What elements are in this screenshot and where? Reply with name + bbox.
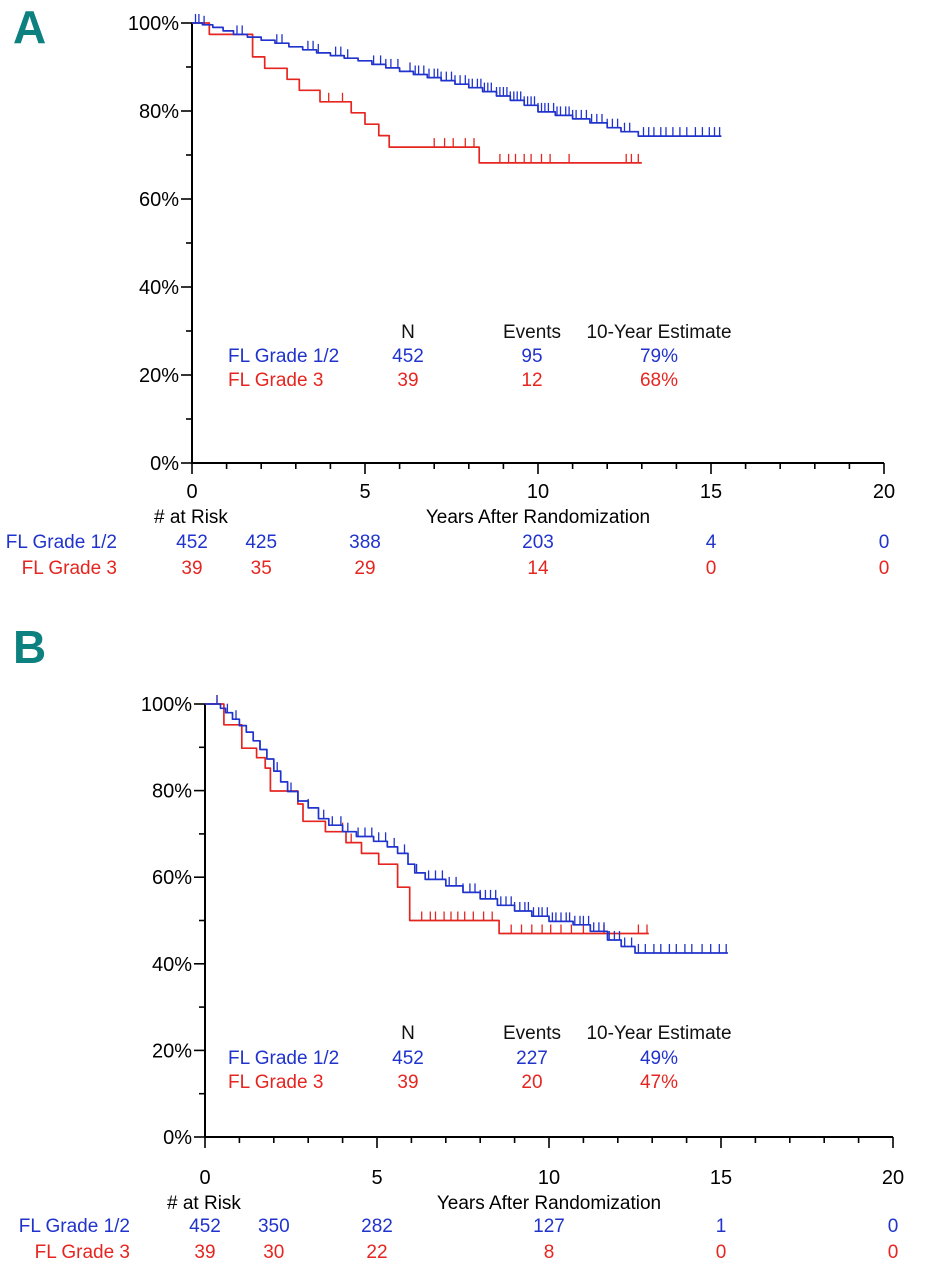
at-risk-value: 0 (879, 558, 890, 579)
censor-ticks-fl-grade-3 (216, 695, 648, 934)
y-tick-label: 100% (141, 694, 192, 716)
legend-series-name: FL Grade 3 (228, 370, 323, 391)
x-ticks (204, 1137, 894, 1148)
at-risk-value: 0 (879, 532, 890, 553)
legend-estimate-value: 79% (640, 346, 678, 367)
legend-events-value: 95 (521, 346, 542, 367)
x-tick-label: 0 (186, 481, 197, 503)
at-risk-title: # at Risk (167, 1193, 241, 1214)
x-axis-title: Years After Randomization (437, 1193, 661, 1214)
at-risk-value: 282 (361, 1216, 393, 1237)
panel-a: A 100% 80% 60% 40% 20% 0% 0 5 10 15 20 Years After … (0, 0, 928, 600)
censor-ticks-fl-grade-3 (328, 92, 639, 163)
y-tick-label: 0% (163, 1127, 192, 1149)
legend-n-value: 39 (397, 370, 418, 391)
at-risk-value: 388 (349, 532, 381, 553)
x-tick-label: 5 (359, 481, 370, 503)
axes (191, 23, 884, 464)
at-risk-value: 0 (888, 1242, 899, 1263)
legend-estimate-value: 47% (640, 1072, 678, 1093)
at-risk-value: 39 (181, 558, 202, 579)
legend-n-value: 452 (392, 1048, 424, 1069)
at-risk-series-name: FL Grade 3 (22, 558, 117, 579)
at-risk-value: 14 (527, 558, 549, 579)
at-risk-series-name: FL Grade 1/2 (6, 532, 117, 553)
legend-header: Events (503, 1023, 561, 1044)
at-risk-series-name: FL Grade 1/2 (19, 1216, 130, 1237)
y-tick-label: 60% (152, 867, 192, 889)
x-tick-label: 10 (538, 1167, 560, 1189)
panel-b: B 100% 80% 60% 40% 20% 0% 0 5 10 15 20 Years After … (0, 620, 928, 1280)
legend-events-value: 12 (521, 370, 542, 391)
at-risk-title: # at Risk (154, 507, 228, 528)
legend-header: N (401, 322, 415, 343)
legend-header: 10-Year Estimate (586, 322, 731, 343)
at-risk-value: 8 (544, 1242, 555, 1263)
panel-label-a: A (13, 1, 47, 53)
x-tick-label: 10 (527, 481, 549, 503)
y-ticks (181, 22, 192, 464)
at-risk-value: 22 (366, 1242, 387, 1263)
y-tick-label: 0% (150, 453, 179, 475)
legend-header: 10-Year Estimate (586, 1023, 731, 1044)
y-tick-label: 40% (152, 954, 192, 976)
legend-series-name: FL Grade 3 (228, 1072, 323, 1093)
km-chart-panel-a: 100% 80% 60% 40% 20% 0% 0 5 10 15 20 Years After Ra… (6, 13, 895, 579)
survival-curve-fl-grade-3 (192, 22, 642, 164)
legend-series-name: FL Grade 1/2 (228, 1048, 339, 1069)
y-tick-label: 40% (139, 277, 179, 299)
x-tick-label: 5 (371, 1167, 382, 1189)
at-risk-value: 452 (189, 1216, 221, 1237)
legend-header: Events (503, 322, 561, 343)
at-risk-value: 452 (176, 532, 208, 553)
y-tick-label: 60% (139, 189, 179, 211)
x-ticks (191, 463, 885, 474)
legend-events-value: 227 (516, 1048, 548, 1069)
survival-curve-fl-grade-1-2 (205, 703, 728, 954)
x-tick-label: 15 (710, 1167, 732, 1189)
at-risk-value: 29 (354, 558, 375, 579)
x-tick-label: 20 (882, 1167, 904, 1189)
censor-ticks-fl-grade-1-2 (216, 695, 727, 953)
at-risk-value: 35 (251, 558, 272, 579)
panel-label-b: B (13, 621, 47, 673)
at-risk-series-name: FL Grade 3 (35, 1242, 130, 1263)
y-tick-label: 80% (139, 101, 179, 123)
survival-curve-fl-grade-3 (205, 703, 649, 935)
at-risk-value: 425 (245, 532, 277, 553)
at-risk-value: 0 (888, 1216, 899, 1237)
at-risk-value: 350 (258, 1216, 290, 1237)
at-risk-value: 203 (522, 532, 554, 553)
at-risk-value: 0 (716, 1242, 727, 1263)
x-tick-label: 20 (873, 481, 895, 503)
y-tick-label: 20% (139, 365, 179, 387)
legend-estimate-value: 49% (640, 1048, 678, 1069)
legend-n-value: 39 (397, 1072, 418, 1093)
at-risk-value: 0 (706, 558, 717, 579)
legend-header: N (401, 1023, 415, 1044)
x-tick-label: 15 (700, 481, 722, 503)
at-risk-value: 1 (716, 1216, 727, 1237)
legend-events-value: 20 (521, 1072, 542, 1093)
at-risk-value: 127 (533, 1216, 565, 1237)
legend-estimate-value: 68% (640, 370, 678, 391)
legend-series-name: FL Grade 1/2 (228, 346, 339, 367)
at-risk-value: 30 (263, 1242, 284, 1263)
at-risk-value: 39 (194, 1242, 215, 1263)
at-risk-value: 4 (706, 532, 717, 553)
x-axis-title: Years After Randomization (426, 507, 650, 528)
censor-ticks-fl-grade-1-2 (194, 14, 721, 137)
y-tick-label: 100% (128, 13, 179, 35)
survival-curve-fl-grade-1-2 (192, 22, 722, 137)
y-tick-label: 20% (152, 1040, 192, 1062)
x-tick-label: 0 (199, 1167, 210, 1189)
y-tick-label: 80% (152, 781, 192, 803)
legend-n-value: 452 (392, 346, 424, 367)
y-ticks (194, 703, 205, 1138)
